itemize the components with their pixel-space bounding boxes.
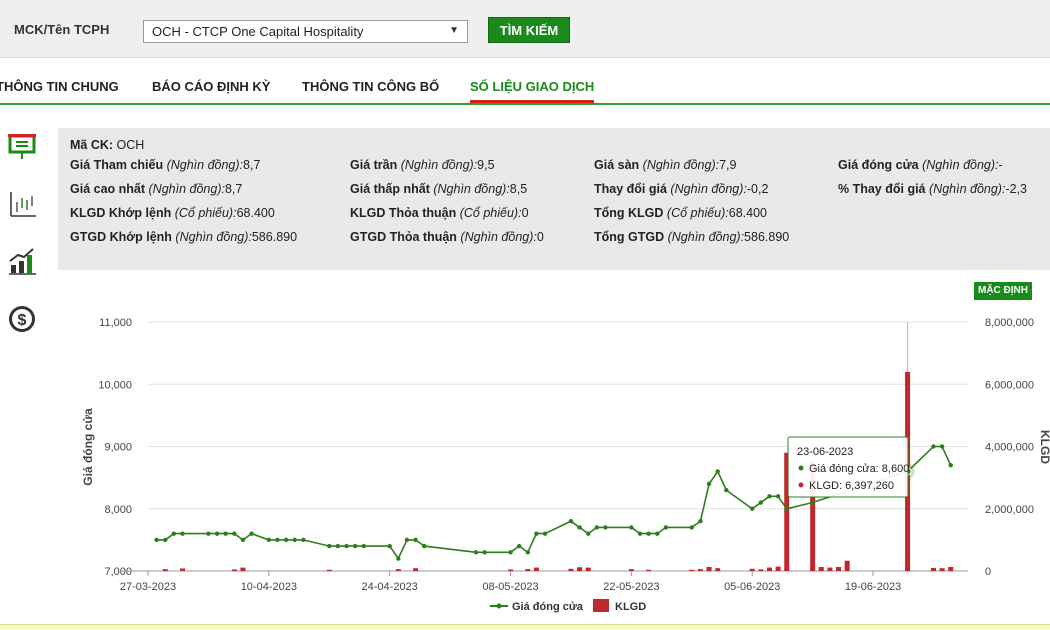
- search-bar: MCK/Tên TCPH OCH - CTCP One Capital Hosp…: [0, 0, 1050, 58]
- chevron-down-icon: ▼: [449, 25, 459, 36]
- info-value: 0: [521, 206, 529, 220]
- info-cell: Thay đổi giá (Nghìn đồng):-0,2: [594, 182, 768, 196]
- info-unit: (Nghìn đồng):: [929, 182, 1006, 196]
- info-value: 68.400: [236, 206, 275, 220]
- stock-select[interactable]: OCH - CTCP One Capital Hospitality ▼: [143, 20, 468, 43]
- info-cell: Giá thấp nhất (Nghìn đồng):8,5: [350, 182, 527, 196]
- tab-periodic-reports[interactable]: BÁO CÁO ĐỊNH KỲ: [152, 79, 271, 94]
- info-unit: (Nghìn đồng):: [642, 158, 720, 172]
- info-label: Tổng KLGD: [594, 206, 664, 220]
- bar-growth-chart-icon[interactable]: [6, 245, 38, 277]
- info-unit: (Cổ phiếu):: [666, 206, 729, 220]
- info-cell: KLGD Thỏa thuận (Cổ phiếu):0: [350, 206, 529, 220]
- info-cell: KLGD Khớp lệnh (Cổ phiếu):68.400: [70, 206, 275, 220]
- info-unit: (Nghìn đồng):: [460, 230, 537, 244]
- default-view-button[interactable]: MẶC ĐỊNH: [974, 282, 1032, 300]
- bottom-strip: [0, 624, 1050, 630]
- info-label: GTGD Thỏa thuận: [350, 230, 457, 244]
- info-label: KLGD Thỏa thuận: [350, 206, 457, 220]
- candlestick-chart-icon[interactable]: [6, 188, 38, 220]
- info-unit: (Nghìn đồng):: [148, 182, 225, 196]
- info-cell: GTGD Khớp lệnh (Nghìn đồng):586.890: [70, 230, 297, 244]
- info-value: 586.890: [744, 230, 790, 244]
- info-value: 8,7: [224, 182, 243, 196]
- presentation-icon[interactable]: [6, 130, 38, 162]
- info-label: % Thay đổi giá: [838, 182, 926, 196]
- info-label: Thay đổi giá: [594, 182, 667, 196]
- info-cell: Giá cao nhất (Nghìn đồng):8,7: [70, 182, 242, 196]
- stock-code-value: OCH: [116, 138, 145, 152]
- info-label: Giá trần: [350, 158, 398, 172]
- stock-code-label: Mã CK:: [70, 138, 114, 152]
- tab-general-info[interactable]: THÔNG TIN CHUNG: [0, 79, 119, 94]
- info-value: 7,9: [719, 158, 737, 172]
- tab-bar: THÔNG TIN CHUNG BÁO CÁO ĐỊNH KỲ THÔNG TI…: [0, 60, 1050, 105]
- info-value: 8,5: [509, 182, 528, 196]
- info-cell: Tổng KLGD (Cổ phiếu):68.400: [594, 206, 767, 220]
- info-value: 68.400: [728, 206, 767, 220]
- info-unit: (Nghìn đồng):: [166, 158, 244, 172]
- info-cell: GTGD Thỏa thuận (Nghìn đồng):0: [350, 230, 544, 244]
- info-label: Giá cao nhất: [70, 182, 146, 196]
- info-unit: (Nghìn đồng):: [670, 182, 747, 196]
- info-value: 586.890: [251, 230, 298, 244]
- info-unit: (Nghìn đồng):: [667, 230, 745, 244]
- info-label: Giá thấp nhất: [350, 182, 430, 196]
- info-value: -2,3: [1005, 182, 1027, 196]
- info-unit: (Nghìn đồng):: [175, 230, 252, 244]
- info-label: Giá Tham chiếu: [70, 158, 164, 172]
- svg-text:$: $: [18, 312, 27, 329]
- tab-trading-data[interactable]: SỐ LIỆU GIAO DỊCH: [470, 79, 595, 103]
- info-value: 0: [536, 230, 544, 244]
- info-cell: % Thay đổi giá (Nghìn đồng):-2,3: [838, 182, 1027, 196]
- info-unit: (Cổ phiếu):: [174, 206, 237, 220]
- info-label: Tổng GTGD: [594, 230, 665, 244]
- tab-disclosures[interactable]: THÔNG TIN CÔNG BỐ: [302, 79, 440, 94]
- info-unit: (Nghìn đồng):: [433, 182, 510, 196]
- info-unit: (Cổ phiếu):: [459, 206, 522, 220]
- chart-area: [58, 270, 1050, 622]
- info-value: 9,5: [477, 158, 495, 172]
- stock-code-row: Mã CK: OCH: [70, 138, 144, 152]
- info-label: Giá đóng cửa: [838, 158, 919, 172]
- search-label: MCK/Tên TCPH: [14, 22, 110, 37]
- info-cell: Giá trần (Nghìn đồng):9,5: [350, 158, 495, 172]
- info-cell: Tổng GTGD (Nghìn đồng):586.890: [594, 230, 789, 244]
- trading-info-panel: Mã CK: OCH Giá Tham chiếu (Nghìn đồng):8…: [58, 128, 1050, 270]
- dollar-icon[interactable]: $: [6, 303, 38, 335]
- stock-select-value: OCH - CTCP One Capital Hospitality: [152, 24, 364, 39]
- search-button[interactable]: TÌM KIẾM: [488, 17, 570, 43]
- info-cell: Giá Tham chiếu (Nghìn đồng):8,7: [70, 158, 260, 172]
- info-label: GTGD Khớp lệnh: [70, 230, 172, 244]
- info-label: Giá sàn: [594, 158, 640, 172]
- info-value: -0,2: [746, 182, 769, 196]
- info-label: KLGD Khớp lệnh: [70, 206, 172, 220]
- info-cell: Giá sàn (Nghìn đồng):7,9: [594, 158, 736, 172]
- info-value: -: [998, 158, 1003, 172]
- info-cell: Giá đóng cửa (Nghìn đồng):-: [838, 158, 1003, 172]
- info-value: 8,7: [243, 158, 261, 172]
- info-unit: (Nghìn đồng):: [400, 158, 478, 172]
- info-unit: (Nghìn đồng):: [922, 158, 999, 172]
